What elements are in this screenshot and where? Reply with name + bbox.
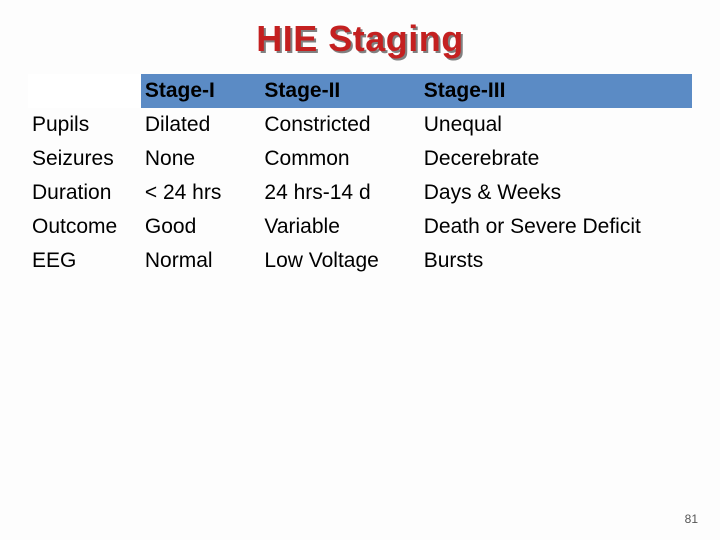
table-row: Pupils Dilated Constricted Unequal [28,108,692,142]
table-container: Stage-I Stage-II Stage-III Pupils Dilate… [0,74,720,278]
page-title: HIE Staging [0,0,720,74]
cell: Variable [260,210,419,244]
row-label: Seizures [28,142,141,176]
cell: Bursts [420,244,692,278]
row-label: Pupils [28,108,141,142]
cell: Low Voltage [260,244,419,278]
cell: < 24 hrs [141,176,261,210]
table-row: Seizures None Common Decerebrate [28,142,692,176]
table-row: EEG Normal Low Voltage Bursts [28,244,692,278]
col-header-stage2: Stage-II [260,74,419,108]
cell: Unequal [420,108,692,142]
cell: None [141,142,261,176]
cell: Dilated [141,108,261,142]
row-label: EEG [28,244,141,278]
col-header-blank [28,74,141,108]
row-label: Outcome [28,210,141,244]
cell: Common [260,142,419,176]
staging-table: Stage-I Stage-II Stage-III Pupils Dilate… [28,74,692,278]
cell: 24 hrs-14 d [260,176,419,210]
col-header-stage3: Stage-III [420,74,692,108]
cell: Decerebrate [420,142,692,176]
row-label: Duration [28,176,141,210]
cell: Constricted [260,108,419,142]
col-header-stage1: Stage-I [141,74,261,108]
table-row: Duration < 24 hrs 24 hrs-14 d Days & Wee… [28,176,692,210]
page-number: 81 [685,512,698,526]
table-row: Outcome Good Variable Death or Severe De… [28,210,692,244]
table-head: Stage-I Stage-II Stage-III [28,74,692,108]
table-body: Pupils Dilated Constricted Unequal Seizu… [28,108,692,278]
cell: Good [141,210,261,244]
title-text: HIE Staging [256,18,464,59]
cell: Death or Severe Deficit [420,210,692,244]
cell: Days & Weeks [420,176,692,210]
cell: Normal [141,244,261,278]
